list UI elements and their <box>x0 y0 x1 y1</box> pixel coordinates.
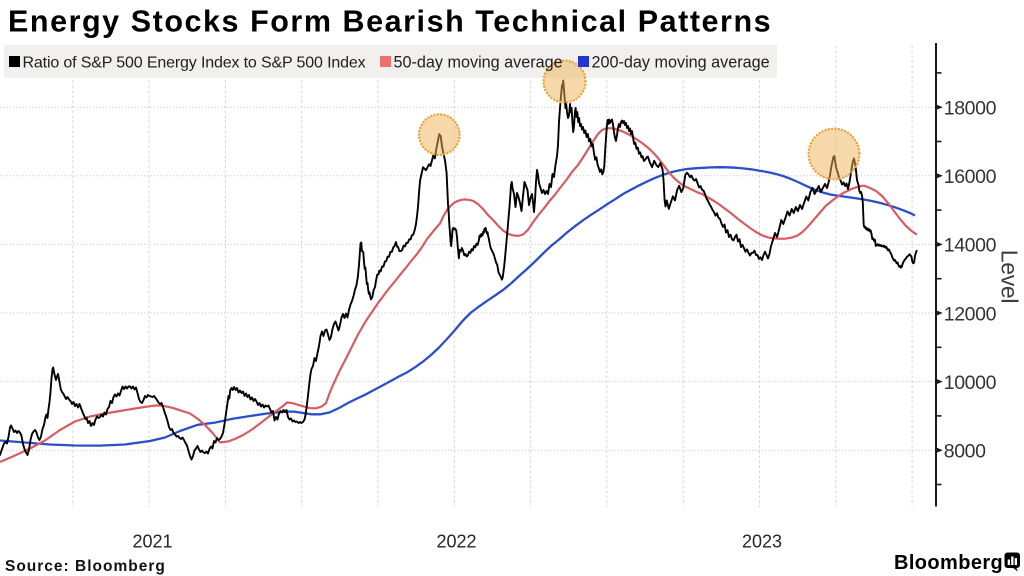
svg-text:Bloomberg: Bloomberg <box>894 552 1003 574</box>
svg-text:Energy Stocks Form Bearish Tec: Energy Stocks Form Bearish Technical Pat… <box>8 5 772 39</box>
svg-text:18000: 18000 <box>944 98 997 120</box>
svg-text:2023: 2023 <box>742 532 782 552</box>
svg-text:Level: Level <box>997 250 1023 304</box>
svg-text:200-day moving average: 200-day moving average <box>592 54 770 72</box>
svg-text:Source: Bloomberg: Source: Bloomberg <box>5 558 166 575</box>
svg-text:2021: 2021 <box>132 532 172 552</box>
svg-text:2022: 2022 <box>436 532 476 552</box>
svg-text:10000: 10000 <box>944 372 997 394</box>
svg-text:12000: 12000 <box>944 303 997 325</box>
svg-text:Ratio of S&P 500 Energy Index: Ratio of S&P 500 Energy Index to S&P 500… <box>23 55 366 72</box>
svg-text:8000: 8000 <box>944 441 986 463</box>
svg-text:14000: 14000 <box>944 235 997 257</box>
svg-text:16000: 16000 <box>944 166 997 188</box>
svg-text:50-day moving average: 50-day moving average <box>394 54 563 72</box>
